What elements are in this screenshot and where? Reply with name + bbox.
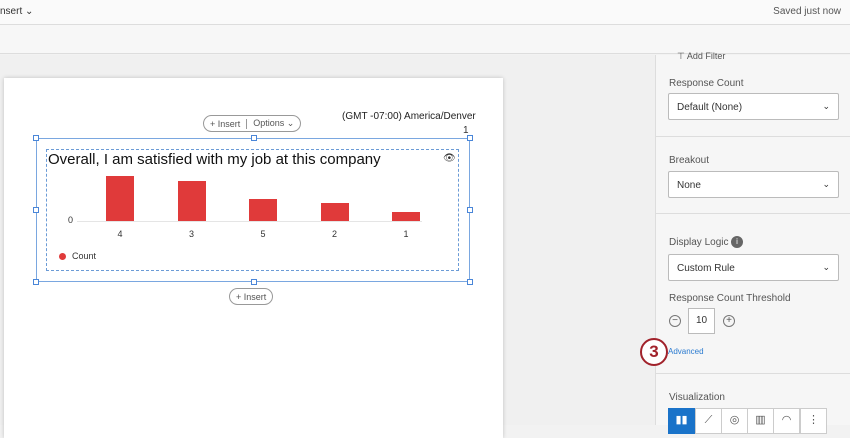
save-status: Saved just now — [773, 6, 841, 17]
resize-handle[interactable] — [467, 135, 473, 141]
insert-below-label: + Insert — [236, 291, 267, 302]
breakout-select[interactable]: None ⌄ — [668, 171, 839, 198]
table-icon[interactable]: ▥ — [747, 408, 774, 434]
display-logic-value: Custom Rule — [677, 263, 735, 274]
chevron-down-icon: ⌄ — [822, 262, 830, 272]
chevron-down-icon: ⌄ — [822, 101, 830, 111]
toolbar — [0, 25, 850, 54]
divider — [655, 373, 850, 374]
plus-icon[interactable]: + — [723, 315, 735, 327]
bar-3 — [177, 181, 206, 221]
response-count-value: Default (None) — [677, 102, 743, 113]
x-tick-label: 2 — [331, 229, 337, 239]
pie-chart-icon[interactable]: ◎ — [721, 408, 748, 434]
visualization-label: Visualization — [669, 392, 725, 403]
eye-icon[interactable]: 👁 — [443, 153, 456, 164]
breakout-label: Breakout — [669, 155, 710, 166]
chevron-down-icon: ⌄ — [822, 179, 830, 189]
resize-handle[interactable] — [251, 135, 257, 141]
x-tick-label: 4 — [117, 229, 123, 239]
top-bar: nsert ⌄ Saved just now — [0, 0, 850, 25]
breakout-value: None — [677, 180, 701, 191]
response-count-select[interactable]: Default (None) ⌄ — [668, 93, 839, 120]
x-tick-label: 1 — [403, 229, 409, 239]
resize-handle[interactable] — [467, 279, 473, 285]
add-filter-link[interactable]: ⊤ Add Filter — [677, 51, 726, 61]
insert-options-group: + Insert Options ⌄ — [203, 115, 302, 132]
legend-swatch — [59, 252, 66, 260]
options-button[interactable]: Options ⌄ — [253, 118, 295, 128]
resize-handle[interactable] — [33, 135, 39, 141]
resize-handle[interactable] — [467, 207, 473, 213]
legend: Count — [59, 251, 96, 261]
y-tick-label: 0 — [68, 215, 74, 225]
minus-icon[interactable]: − — [669, 315, 681, 327]
line-chart-icon[interactable]: ⟋ — [695, 408, 722, 434]
display-logic-label: Display Logic — [669, 237, 729, 248]
threshold-label: Response Count Threshold — [669, 293, 791, 304]
more-icon[interactable]: ⋮ — [800, 408, 827, 434]
bar-2 — [320, 203, 349, 221]
threshold-input[interactable]: 10 — [688, 308, 715, 334]
timezone: (GMT -07:00) America/Denver — [342, 111, 476, 122]
x-tick-label: 3 — [188, 229, 194, 239]
chart-area — [46, 149, 459, 271]
divider — [655, 136, 850, 137]
bar-chart-icon[interactable]: ▮▮ — [668, 408, 695, 434]
bar-5 — [249, 199, 277, 221]
divider — [655, 213, 850, 214]
response-count-label: Response Count — [669, 78, 744, 89]
resize-handle[interactable] — [33, 279, 39, 285]
gauge-icon[interactable]: ◠ — [773, 408, 800, 434]
bar-1 — [392, 212, 420, 221]
bar-4 — [106, 176, 134, 221]
chart-title: Overall, I am satisfied with my job at t… — [48, 151, 381, 168]
x-tick-label: 5 — [260, 229, 266, 239]
info-icon[interactable]: i — [731, 236, 743, 248]
step-marker: 3 — [640, 338, 668, 366]
resize-handle[interactable] — [33, 207, 39, 213]
resize-handle[interactable] — [251, 279, 257, 285]
insert-menu[interactable]: nsert ⌄ — [0, 6, 34, 17]
insert-below-button[interactable]: + Insert — [229, 288, 274, 305]
display-logic-select[interactable]: Custom Rule ⌄ — [668, 254, 839, 281]
insert-button[interactable]: + Insert — [204, 118, 248, 129]
legend-label: Count — [72, 251, 97, 261]
x-axis — [77, 221, 422, 222]
page-number: 1 — [463, 125, 469, 136]
advanced-link[interactable]: Advanced — [668, 347, 704, 356]
